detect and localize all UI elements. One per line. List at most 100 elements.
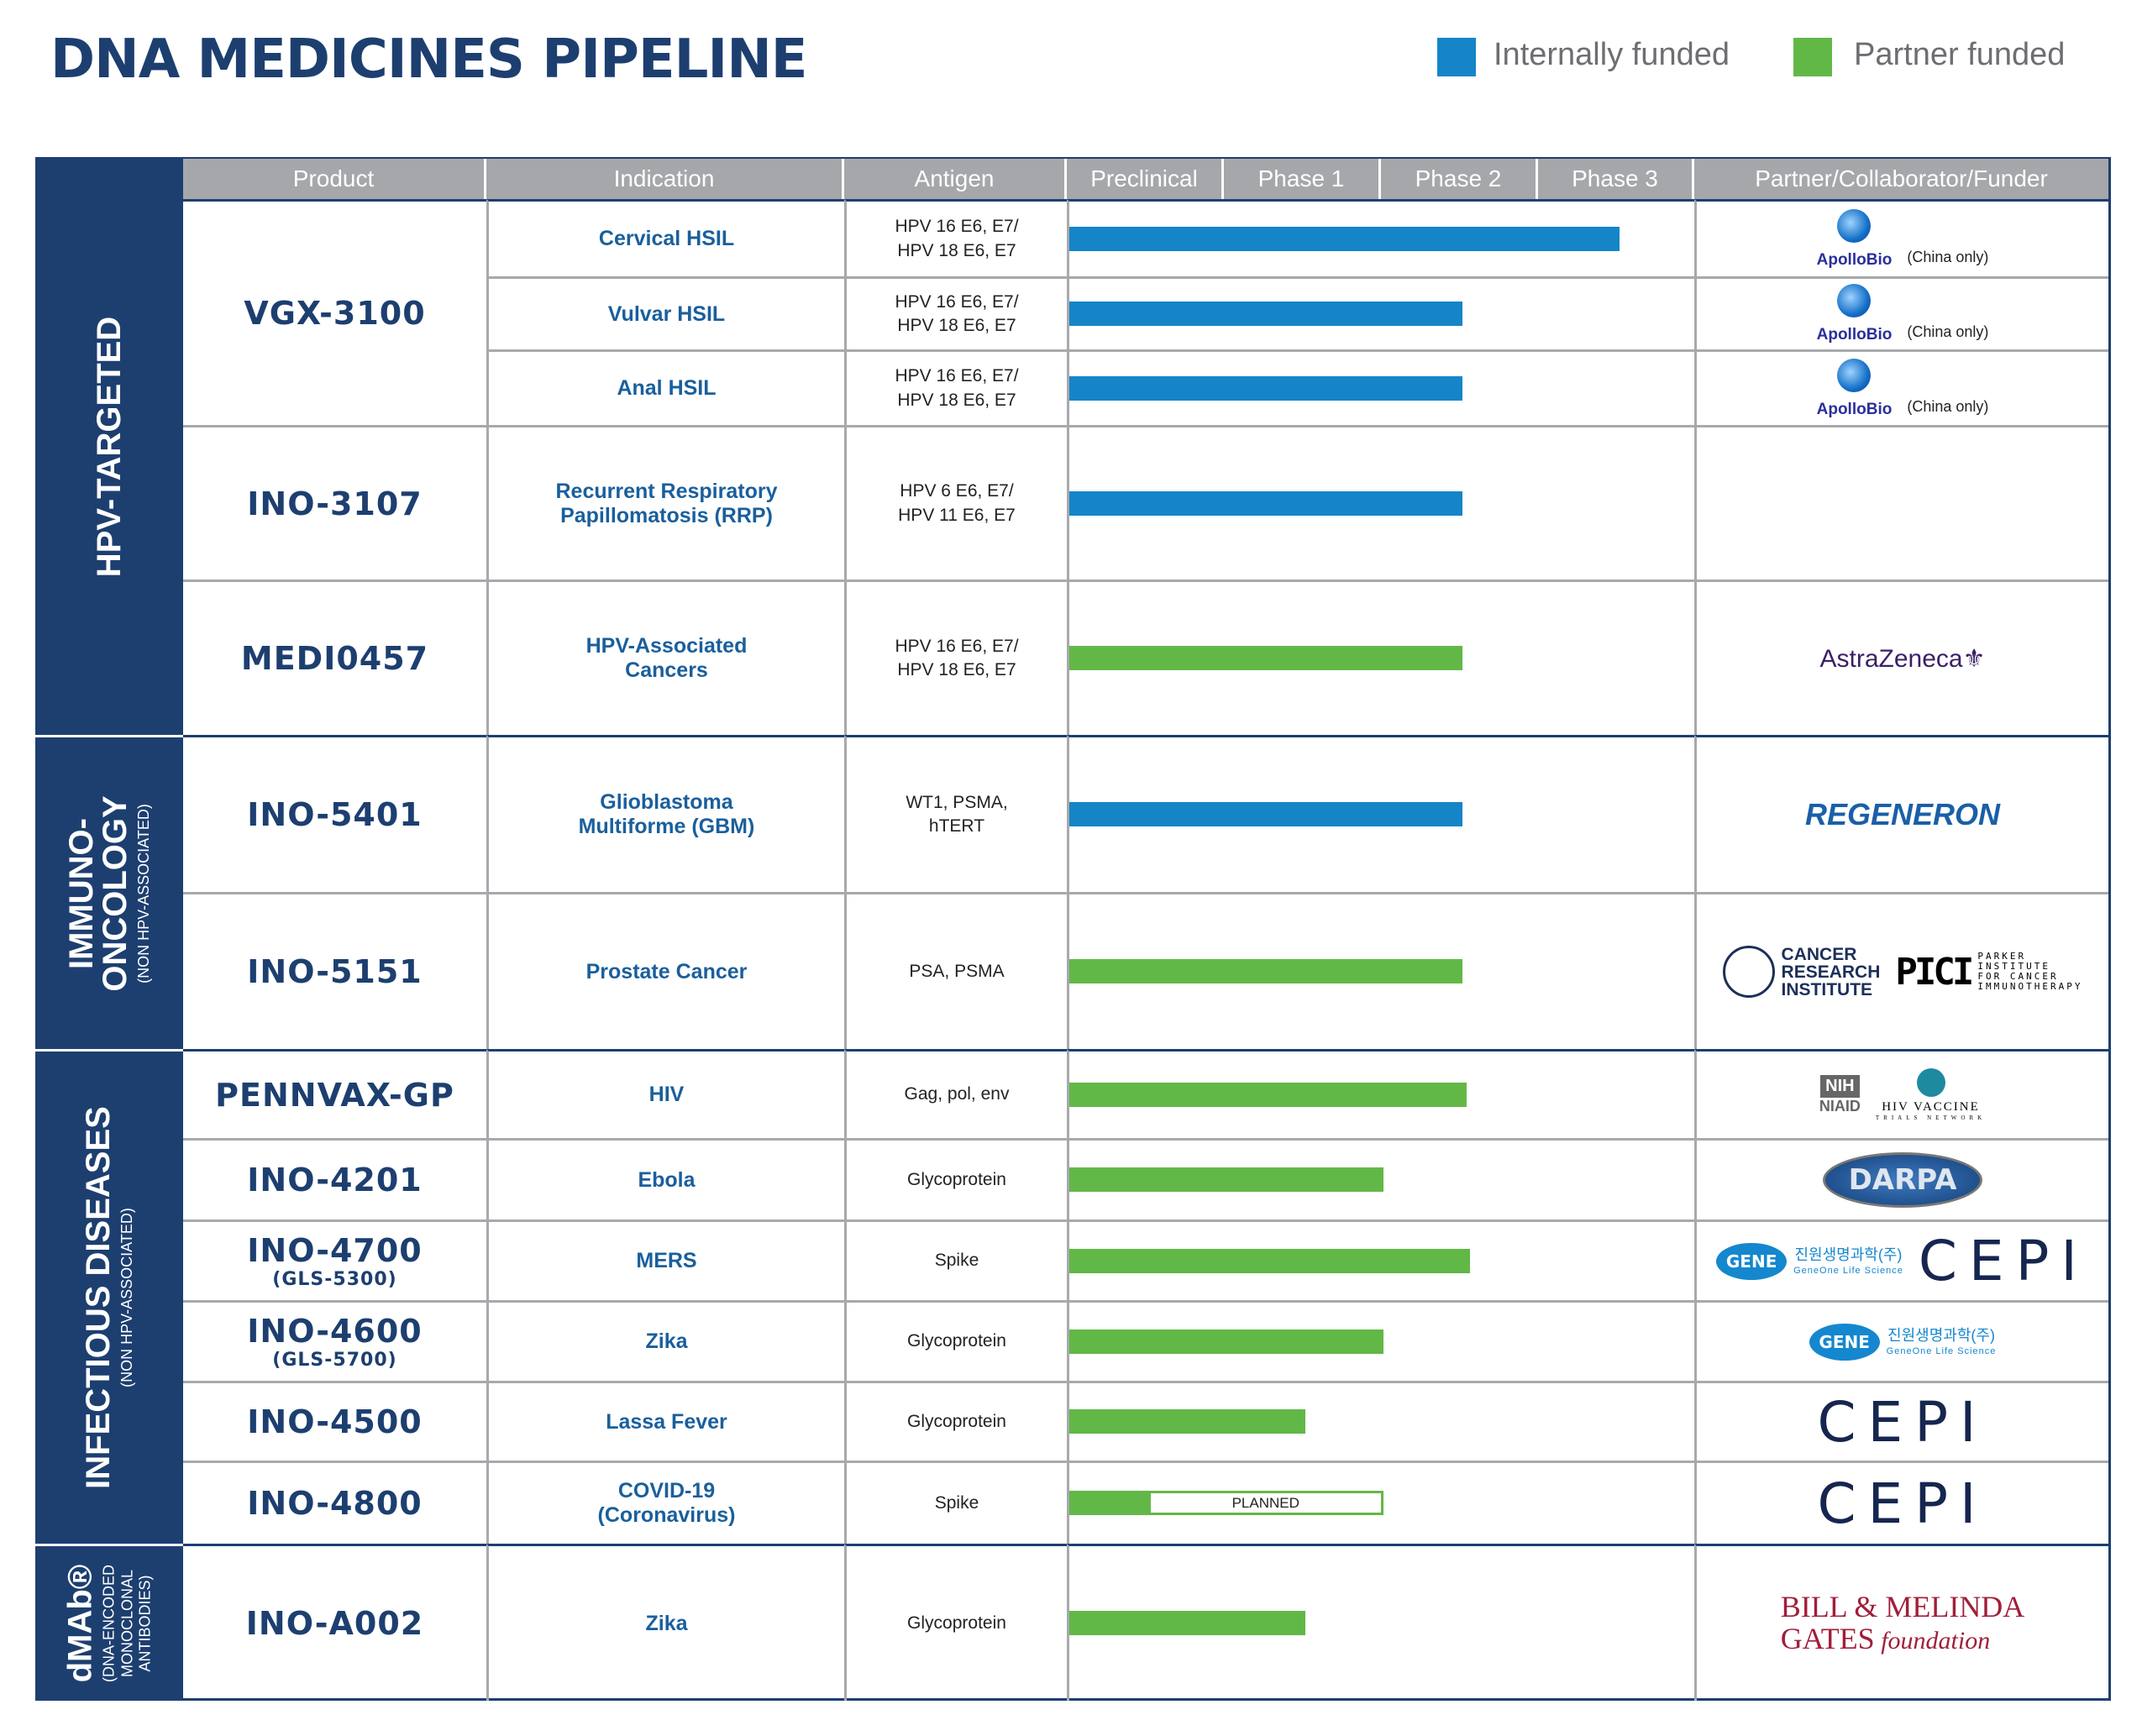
regeneron-logo: REGENERON (1805, 797, 2000, 832)
product-name: INO-4201 (247, 1162, 423, 1198)
category-text: dMAb® (DNA-ENCODED MONOCLONAL ANTIBODIES) (61, 1564, 155, 1683)
antigen-cell: HPV 16 E6, E7/ HPV 18 E6, E7 (844, 276, 1067, 349)
antigen-cell: HPV 16 E6, E7/ HPV 18 E6, E7 (844, 349, 1067, 425)
product-name: INO-A002 (245, 1605, 424, 1642)
product-cell: INO-A002 (183, 1544, 486, 1701)
indication-cell: HPV-Associated Cancers (486, 580, 844, 735)
phase-cell (1067, 1219, 1694, 1300)
product-cell: INO-4201 (183, 1138, 486, 1219)
progress-bar-partner (1069, 646, 1462, 670)
page-title: DNA MEDICINES PIPELINE (50, 29, 807, 91)
progress-bar-internal (1069, 491, 1462, 516)
apollobio-icon (1837, 284, 1872, 317)
category-label: dMAb® (DNA-ENCODED MONOCLONAL ANTIBODIES) (35, 1544, 183, 1701)
antigen-cell: HPV 16 E6, E7/ HPV 18 E6, E7 (844, 580, 1067, 735)
logo-text: CEPI (1817, 1389, 1988, 1455)
logo-text: ApolloBio (1816, 250, 1893, 269)
indication-cell: Zika (486, 1544, 844, 1701)
product-cell: INO-4800 (183, 1461, 486, 1544)
progress-bar-partner (1069, 1249, 1470, 1273)
antigen-cell: Spike (844, 1219, 1067, 1300)
partner-cell: CEPI (1694, 1461, 2108, 1544)
category-subtitle: (DNA-ENCODED MONOCLONAL ANTIBODIES) (100, 1564, 154, 1683)
hvtn-logo: HIV VACCINE TRIALS NETWORK (1876, 1068, 1986, 1121)
phase-cell (1067, 349, 1694, 425)
logo-text: HIV VACCINE (1882, 1100, 1980, 1114)
gene-text: 진원생명과학(주) GeneOne Life Science (1887, 1326, 1997, 1358)
indication-cell: Lassa Fever (486, 1381, 844, 1461)
partner-cell: BILL & MELINDA GATES foundation (1694, 1544, 2108, 1701)
product-name: INO-4800 (247, 1485, 423, 1522)
header-indication: Indication (486, 159, 844, 199)
product-cell: VGX-3100 (183, 199, 486, 425)
progress-bar-internal (1069, 227, 1620, 251)
astrazeneca-logo: AstraZeneca⚜ (1820, 644, 1986, 674)
product-cell: INO-5151 (183, 892, 486, 1049)
header-phase-3: Phase 3 (1538, 159, 1694, 199)
product-code: (GLS-5300) (272, 1269, 397, 1290)
logo-text: CANCER RESEARCH INSTITUTE (1781, 944, 1881, 999)
partner-cell: CANCER RESEARCH INSTITUTE PICI PARKER INST… (1694, 892, 2108, 1049)
astrazeneca-icon: ⚜ (1962, 644, 1986, 673)
category-text: INFECTIOUS DISEASES (NON HPV-ASSOCIATED) (80, 1106, 137, 1489)
partner-note: (China only) (1907, 248, 1989, 265)
partner-cell (1694, 425, 2108, 580)
partner-cell: ApolloBio (China only) (1694, 199, 2108, 276)
logo-text: AstraZeneca (1819, 644, 1963, 673)
geneone-logo: GENE 진원생명과학(주) GeneOne Life Science (1716, 1242, 1903, 1280)
cri-icon (1722, 946, 1775, 998)
progress-bar-partner (1069, 1409, 1305, 1434)
category-subtitle: (NON HPV-ASSOCIATED) (135, 803, 153, 983)
logo-text: REGENERON (1804, 797, 2001, 831)
header-preclinical: Preclinical (1067, 159, 1224, 199)
phase-cell (1067, 276, 1694, 349)
logo-subtext: foundation (1874, 1627, 1991, 1655)
antigen-cell: HPV 6 E6, E7/ HPV 11 E6, E7 (844, 425, 1067, 580)
logo-text: ApolloBio (1816, 326, 1893, 344)
product-name: MEDI0457 (240, 640, 429, 677)
apollobio-mark-group: ApolloBio (1816, 208, 1893, 270)
partner-cell: NIH NIAID HIV VACCINE TRIALS NETWORK (1694, 1049, 2108, 1138)
category-label: INFECTIOUS DISEASES (NON HPV-ASSOCIATED) (35, 1049, 183, 1544)
apollobio-icon (1837, 358, 1872, 392)
header-phase-2: Phase 2 (1381, 159, 1538, 199)
logo-text: DARPA (1848, 1163, 1957, 1197)
apollobio-logo: ApolloBio (China only) (1816, 284, 1989, 344)
partner-cell: GENE 진원생명과학(주) GeneOne Life Science CEPI (1694, 1219, 2108, 1300)
category-title: HPV-TARGETED (91, 316, 128, 578)
partner-cell: DARPA (1694, 1138, 2108, 1219)
antigen-cell: Glycoprotein (844, 1138, 1067, 1219)
product-name: VGX-3100 (244, 295, 426, 332)
progress-bar-partner (1069, 1330, 1383, 1354)
indication-cell: Zika (486, 1300, 844, 1381)
cri-logo: CANCER RESEARCH INSTITUTE (1722, 944, 1881, 999)
phase-cell (1067, 1544, 1694, 1701)
partner-cell: GENE 진원생명과학(주) GeneOne Life Science (1694, 1300, 2108, 1381)
progress-bar-partner (1069, 1491, 1148, 1515)
antigen-cell: Spike (844, 1461, 1067, 1544)
header-phase-1: Phase 1 (1224, 159, 1381, 199)
cepi-logo: CEPI (1919, 1229, 2089, 1293)
logo-text: 진원생명과학(주) (1794, 1246, 1903, 1263)
category-label: HPV-TARGETED (35, 159, 183, 735)
category-label: IMMUNO- ONCOLOGY (NON HPV-ASSOCIATED) (35, 735, 183, 1049)
progress-bar-partner (1069, 1083, 1467, 1107)
product-code: (GLS-5700) (272, 1350, 397, 1371)
logo-text: PARKER INSTITUTE FOR CANCER IMMUNOTHERAP… (1977, 950, 2083, 993)
cepi-logo: CEPI (1817, 1471, 1987, 1536)
progress-bar-partner (1069, 1611, 1305, 1635)
phase-cell (1067, 1300, 1694, 1381)
legend-swatch-partner (1793, 38, 1832, 76)
partner-note: (China only) (1907, 397, 1989, 415)
antigen-cell: Glycoprotein (844, 1300, 1067, 1381)
phase-cell (1067, 580, 1694, 735)
partner-note: (China only) (1907, 323, 1989, 340)
indication-cell: Cervical HSIL (486, 199, 844, 276)
product-cell: PENNVAX-GP (183, 1049, 486, 1138)
apollobio-mark-group: ApolloBio (1817, 358, 1892, 419)
product-name: INO-5151 (247, 953, 423, 990)
product-name: INO-4700 (247, 1232, 423, 1269)
category-title: dMAb® (61, 1564, 99, 1683)
pici-logo: PICI PARKER INSTITUTE FOR CANCER IMMUNOTH… (1895, 951, 2082, 994)
phase-cell (1067, 1461, 1694, 1544)
